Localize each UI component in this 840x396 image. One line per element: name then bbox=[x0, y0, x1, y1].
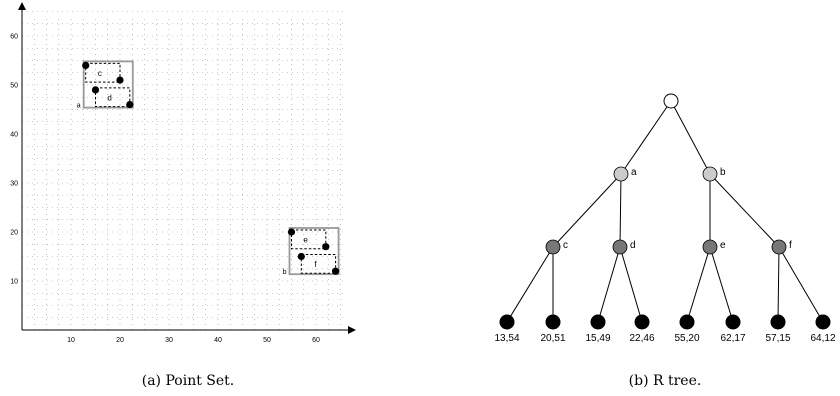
caption-rtree: (b) R tree. bbox=[629, 373, 702, 389]
leaf-label: 55,20 bbox=[674, 333, 699, 344]
x-tick-label: 20 bbox=[116, 337, 124, 344]
y-axis-arrow bbox=[18, 2, 26, 10]
tree-edge bbox=[597, 246, 621, 323]
x-tick-label: 40 bbox=[214, 337, 222, 344]
mbr-label-b: b bbox=[283, 269, 287, 276]
tree-edge bbox=[778, 246, 824, 323]
tree-edge bbox=[619, 173, 622, 248]
rtree-panel: a b c d e f 13,54 20,51 15,49 22,46 55,20 62,17 57,1… bbox=[494, 93, 836, 389]
dotted-grid bbox=[22, 11, 343, 330]
node-label-a: a bbox=[631, 167, 637, 178]
leaf-label: 22,46 bbox=[629, 333, 654, 344]
x-tick-label: 10 bbox=[67, 337, 75, 344]
node-e bbox=[702, 239, 718, 255]
leaf-node bbox=[679, 314, 695, 330]
x-tick-label: 50 bbox=[263, 337, 271, 344]
mbr-e bbox=[291, 229, 327, 250]
mbr-d bbox=[95, 87, 131, 108]
tree-edges bbox=[506, 100, 824, 323]
tree-edge bbox=[686, 246, 711, 323]
leaf-node bbox=[499, 314, 515, 330]
mbr-a bbox=[82, 60, 134, 109]
leaf-label: 57,15 bbox=[765, 333, 790, 344]
mbr-c bbox=[85, 62, 121, 83]
x-tick-label: 60 bbox=[312, 337, 320, 344]
node-a bbox=[613, 166, 629, 182]
node-label-b: b bbox=[720, 167, 726, 178]
leaf-node bbox=[590, 314, 606, 330]
data-point bbox=[332, 267, 340, 275]
y-tick-label: 30 bbox=[10, 181, 18, 188]
node-f bbox=[771, 239, 787, 255]
leaf-label: 62,17 bbox=[720, 333, 745, 344]
mbr-label-c: c bbox=[98, 69, 102, 78]
mbr-b bbox=[288, 227, 340, 276]
mbr-f bbox=[300, 254, 337, 274]
leaf-node bbox=[770, 314, 786, 330]
x-axis-arrow bbox=[348, 326, 356, 334]
leaf-label: 15,49 bbox=[585, 333, 610, 344]
node-label-f: f bbox=[789, 240, 792, 251]
tree-edge bbox=[709, 246, 734, 323]
leaf-node bbox=[634, 314, 650, 330]
tree-edge bbox=[709, 173, 780, 248]
x-tick-labels: 10 20 30 40 50 60 bbox=[67, 337, 320, 344]
data-point bbox=[297, 252, 305, 261]
data-point bbox=[287, 228, 296, 236]
node-b bbox=[702, 166, 718, 182]
y-tick-label: 40 bbox=[10, 132, 18, 139]
data-point bbox=[116, 76, 124, 84]
root-node bbox=[663, 93, 679, 109]
node-label-c: c bbox=[563, 240, 568, 251]
data-point bbox=[322, 243, 330, 251]
mbr-label-e: e bbox=[303, 235, 308, 244]
y-tick-label: 60 bbox=[10, 34, 18, 41]
leaf-node bbox=[815, 314, 831, 330]
mbr-label-f: f bbox=[314, 260, 317, 269]
data-point bbox=[82, 61, 90, 69]
data-points bbox=[82, 61, 340, 275]
leaf-label: 64,12 bbox=[810, 333, 835, 344]
data-point bbox=[91, 86, 100, 94]
leaf-node bbox=[725, 314, 741, 330]
y-tick-label: 10 bbox=[10, 279, 18, 286]
tree-edge bbox=[670, 100, 711, 175]
node-d bbox=[612, 239, 628, 255]
point-set-panel: 10 20 30 40 50 60 10 20 30 40 50 60 a c d b e f (a) Poi… bbox=[10, 2, 356, 389]
leaf-node bbox=[545, 314, 561, 330]
data-point bbox=[126, 101, 134, 109]
tree-edge bbox=[777, 246, 780, 323]
tree-edge bbox=[619, 246, 643, 323]
bounding-rectangles: a c d b e f bbox=[77, 60, 340, 276]
y-tick-label: 50 bbox=[10, 83, 18, 90]
x-tick-label: 30 bbox=[165, 337, 173, 344]
y-tick-labels: 10 20 30 40 50 60 bbox=[10, 34, 18, 286]
tree-nodes: a b c d e f 13,54 20,51 15,49 22,46 55,20 62,17 57,1… bbox=[494, 93, 836, 344]
leaf-label: 20,51 bbox=[540, 333, 565, 344]
node-c bbox=[545, 239, 561, 255]
tree-edge bbox=[620, 100, 672, 175]
mbr-label-a: a bbox=[77, 103, 81, 110]
caption-point-set: (a) Point Set. bbox=[142, 373, 235, 389]
tree-edge bbox=[506, 246, 554, 323]
y-tick-label: 20 bbox=[10, 230, 18, 237]
tree-edge bbox=[552, 173, 622, 248]
mbr-label-d: d bbox=[107, 93, 111, 102]
leaf-label: 13,54 bbox=[494, 333, 519, 344]
node-label-d: d bbox=[630, 240, 636, 251]
node-label-e: e bbox=[720, 240, 726, 251]
